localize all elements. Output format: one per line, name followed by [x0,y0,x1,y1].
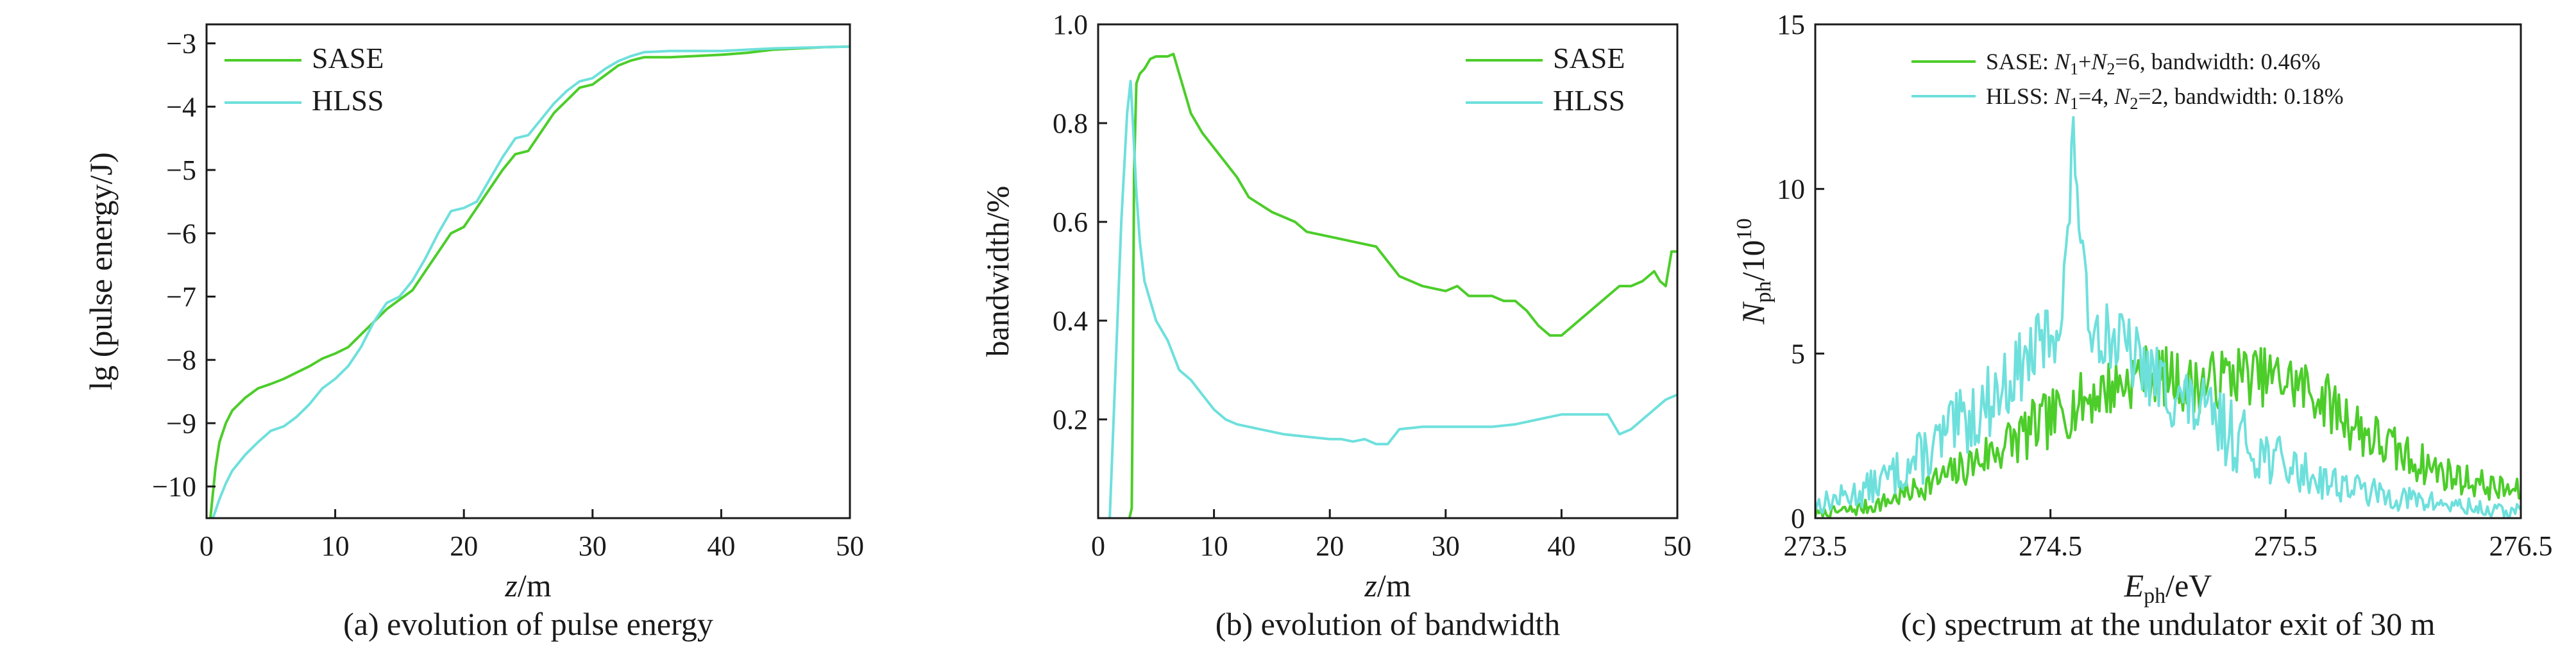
x-tick-label: 274.5 [2019,530,2082,562]
series-line-sase [1815,345,2521,518]
series-line-sase [209,45,850,518]
legend: SASE HLSS [225,42,384,117]
legend-label-hlss: HLSS [1553,84,1625,117]
x-tick-label: 30 [579,530,607,562]
x-tick-label: 0 [199,530,214,562]
x-tick-label: 10 [321,530,350,562]
series-line-hlss [1815,115,2521,518]
y-tick-label: −6 [166,218,196,249]
x-tick-label: 40 [707,530,735,562]
x-tick-label: 40 [1547,530,1575,562]
series-group [1815,115,2521,518]
x-tick-label: 273.5 [1784,530,1847,562]
legend-label-hlss: HLSS: N1=4, N2=2, bandwidth: 0.18% [1986,83,2344,113]
x-tick-label: 50 [836,530,864,562]
x-tick-label: 20 [1316,530,1344,562]
y-tick-label: 0.4 [1053,305,1088,337]
y-tick-label: −10 [152,471,196,503]
y-tick-label: 0 [1791,503,1805,534]
x-tick-label: 275.5 [2254,530,2318,562]
x-axis-label: z/m [504,568,551,603]
y-tick-label: 0.6 [1053,206,1088,238]
legend-label-sase: SASE [312,42,384,74]
y-axis-label: bandwidth/% [979,186,1015,357]
plot-frame [1814,23,2522,519]
y-axis-label: Nph/1010 [1733,218,1775,324]
y-tick-label: 10 [1777,174,1805,205]
x-tick-label: 276.5 [2489,530,2553,562]
x-tick-label: 50 [1663,530,1691,562]
y-tick-label: −5 [166,155,196,186]
series-line-hlss [1108,80,1677,518]
plot-frame [205,23,851,519]
series-line-hlss [212,45,850,518]
x-axis-label: Eph/eV [2124,568,2212,608]
y-tick-label: −3 [166,28,196,60]
x-tick-label: 10 [1200,530,1228,562]
legend: SASE: N1+N2=6, bandwidth: 0.46% HLSS: N1=… [1911,49,2344,113]
y-tick-label: 0.2 [1053,404,1088,435]
series-group [209,45,850,518]
x-tick-label: 30 [1432,530,1460,562]
y-tick-label: −4 [166,91,196,122]
legend-label-sase: SASE [1553,42,1625,74]
series-group [1108,53,1677,518]
panel-caption: (b) evolution of bandwidth [1216,606,1560,642]
y-tick-label: −7 [166,281,196,312]
panel-caption: (c) spectrum at the undulator exit of 30… [1901,606,2435,642]
legend-label-hlss: HLSS [312,84,384,117]
chart-panel-2: 0 10 20 30 40 50 0.2 0.4 0.6 0.8 1.0 z/m bandwidth/%… [979,9,1691,642]
chart-panel-1: 0 10 20 30 40 50 −10 −9 −8 −7 −6 −5 −4 −3 z/m lg (pulse… [83,23,864,642]
y-tick-label: 5 [1791,338,1805,369]
chart-panel-3: 273.5 274.5 275.5 276.5 0 5 10 15 Eph/eV Nph/1010… [1733,9,2553,642]
x-tick-label: 0 [1091,530,1105,562]
y-axis-label: lg (pulse energy/J) [83,152,119,390]
legend-label-sase: SASE: N1+N2=6, bandwidth: 0.46% [1986,49,2321,78]
legend: SASE HLSS [1466,42,1625,117]
y-tick-label: 1.0 [1053,9,1088,40]
x-tick-label: 20 [450,530,478,562]
series-line-sase [1128,53,1677,518]
y-tick-label: 0.8 [1053,108,1088,139]
x-axis-label: z/m [1364,568,1411,603]
y-tick-label: −8 [166,344,196,376]
y-tick-label: 15 [1777,9,1805,40]
plot-frame [1097,23,1679,519]
y-tick-label: −9 [166,408,196,439]
panel-caption: (a) evolution of pulse energy [343,606,713,642]
